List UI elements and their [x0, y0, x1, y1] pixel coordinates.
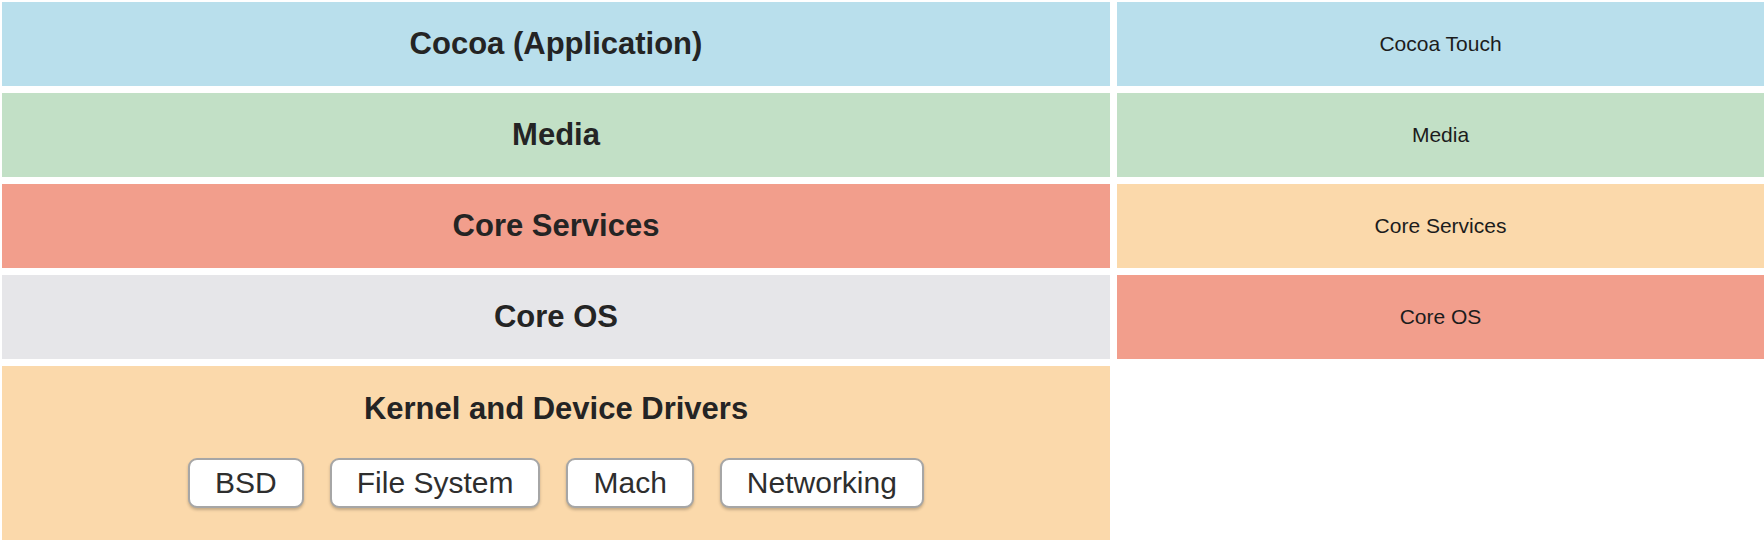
right-stack: Cocoa Touch Media Core Services Core OS [1117, 2, 1764, 359]
architecture-diagram: Cocoa (Application) Media Core Services … [0, 0, 1764, 546]
layer-core-services-left-label: Core Services [453, 208, 660, 244]
layer-media-left-label: Media [512, 117, 600, 153]
layer-core-os-right: Core OS [1117, 275, 1764, 359]
layer-kernel-label: Kernel and Device Drivers [364, 391, 748, 427]
layer-core-services-left: Core Services [2, 184, 1110, 268]
layer-media-right-label: Media [1412, 123, 1469, 147]
kernel-component-mach: Mach [566, 458, 693, 508]
layer-core-services-right: Core Services [1117, 184, 1764, 268]
kernel-component-bsd: BSD [188, 458, 304, 508]
kernel-component-file-system: File System [330, 458, 541, 508]
layer-core-os-left-label: Core OS [494, 299, 618, 335]
layer-media-right: Media [1117, 93, 1764, 177]
left-stack: Cocoa (Application) Media Core Services … [2, 2, 1110, 540]
layer-core-services-right-label: Core Services [1375, 214, 1507, 238]
layer-cocoa-application-label: Cocoa (Application) [410, 26, 703, 62]
layer-cocoa-touch-label: Cocoa Touch [1379, 32, 1501, 56]
layer-core-os-right-label: Core OS [1400, 305, 1482, 329]
layer-core-os-left: Core OS [2, 275, 1110, 359]
kernel-components: BSD File System Mach Networking [188, 458, 924, 508]
layer-kernel-and-device-drivers: Kernel and Device Drivers BSD File Syste… [2, 366, 1110, 540]
layer-media-left: Media [2, 93, 1110, 177]
layer-cocoa-application: Cocoa (Application) [2, 2, 1110, 86]
layer-cocoa-touch: Cocoa Touch [1117, 2, 1764, 86]
kernel-component-networking: Networking [720, 458, 924, 508]
